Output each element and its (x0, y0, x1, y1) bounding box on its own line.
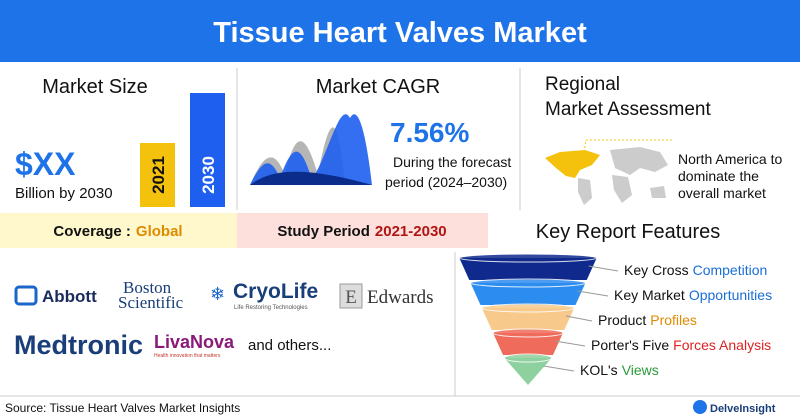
feature-list: Key Cross Competition Key Market Opportunit… (580, 262, 772, 378)
market-unit: Billion by 2030 (15, 185, 113, 202)
funnel-rim (458, 253, 598, 263)
logo-text: Edwards (367, 287, 433, 308)
world-map (545, 139, 672, 205)
funnel-layer (481, 308, 575, 330)
feature-item: KOL's Views (580, 362, 659, 378)
feature-text: KOL's (580, 362, 618, 378)
source: Source: Tissue Heart Valves Market Insig… (5, 401, 240, 415)
coverage-label: Coverage : (53, 223, 131, 240)
funnel-rim (492, 328, 564, 338)
funnel-layer (504, 358, 552, 385)
logo-abbott: Abbott (14, 285, 97, 306)
bar-label: 2030 (199, 156, 218, 194)
study-period-label: Study Period (277, 223, 370, 240)
feature-highlight: Opportunities (689, 287, 772, 303)
bar-label: 2021 (149, 156, 168, 194)
funnel-layer (470, 283, 586, 305)
features-title: Key Report Features (536, 221, 721, 243)
title: Tissue Heart Valves Market (213, 17, 587, 49)
section-title: Market CAGR (316, 76, 440, 98)
feature-highlight: Views (622, 362, 659, 378)
logo-box (339, 283, 363, 309)
cagr-note: period (2024–2030) (385, 174, 507, 190)
feature-text: Key Cross (624, 262, 689, 278)
leader-line (554, 340, 586, 347)
cagr-value: 7.56% (390, 117, 469, 148)
leader-line (588, 265, 619, 272)
logo-text: Scientific (118, 293, 184, 312)
funnel-layer (459, 258, 597, 280)
funnel-rim (470, 278, 586, 288)
regional-note: dominate the (678, 168, 759, 184)
feature-text: Porter's Five (591, 337, 669, 353)
leader-line (543, 365, 575, 372)
leader-line (566, 315, 593, 322)
section-title: Market Size (42, 76, 148, 98)
feature-highlight: Forces Analysis (673, 337, 771, 353)
study-period-box (237, 213, 488, 248)
coverage-value: Global (136, 223, 183, 240)
logo-text: LivaNova (154, 332, 235, 352)
feature-highlight: Profiles (650, 312, 697, 328)
leader-line (577, 290, 609, 297)
coverage: Coverage : Global (53, 223, 182, 240)
feature-item: Product Profiles (598, 312, 697, 328)
logo-icon: ❄ (210, 284, 225, 304)
feature-highlight: Competition (693, 262, 768, 278)
feature-item: Porter's Five Forces Analysis (591, 337, 771, 353)
logo-text: Medtronic (14, 330, 143, 360)
logo-tagline: Life Restoring Technologies (234, 305, 308, 311)
study-period: Study Period 2021-2030 (277, 223, 446, 240)
logo-text: Boston (123, 278, 172, 297)
brand-icon (693, 400, 707, 414)
header-band (0, 0, 800, 62)
feature-text: Product (598, 312, 646, 328)
wave-graphic (250, 114, 372, 185)
feature-item: Key Cross Competition (624, 262, 767, 278)
regional-note: North America to (678, 151, 782, 167)
funnel-rim (481, 303, 575, 313)
regional-note: overall market (678, 185, 766, 201)
brand: DelveInsight (710, 403, 776, 415)
funnel-layer (493, 333, 563, 355)
bar-2030 (190, 93, 225, 207)
others: and others... (248, 337, 331, 354)
cagr-note: During the forecast (393, 154, 511, 170)
market-value: $XX (15, 146, 76, 182)
section-title: Regional (545, 74, 620, 95)
funnel (458, 253, 619, 385)
logo-text: Abbott (42, 287, 97, 306)
bar-2021 (140, 143, 175, 207)
coverage-box (0, 213, 237, 248)
study-period-value: 2021-2030 (375, 223, 447, 240)
funnel-rim (503, 353, 553, 363)
feature-item: Key Market Opportunities (614, 287, 772, 303)
logo-tagline: Health innovation that matters (154, 353, 221, 359)
logo-text: CryoLife (233, 280, 318, 303)
section-title: Market Assessment (545, 99, 711, 120)
feature-text: Key Market (614, 287, 685, 303)
logo-mark: E (345, 287, 357, 308)
